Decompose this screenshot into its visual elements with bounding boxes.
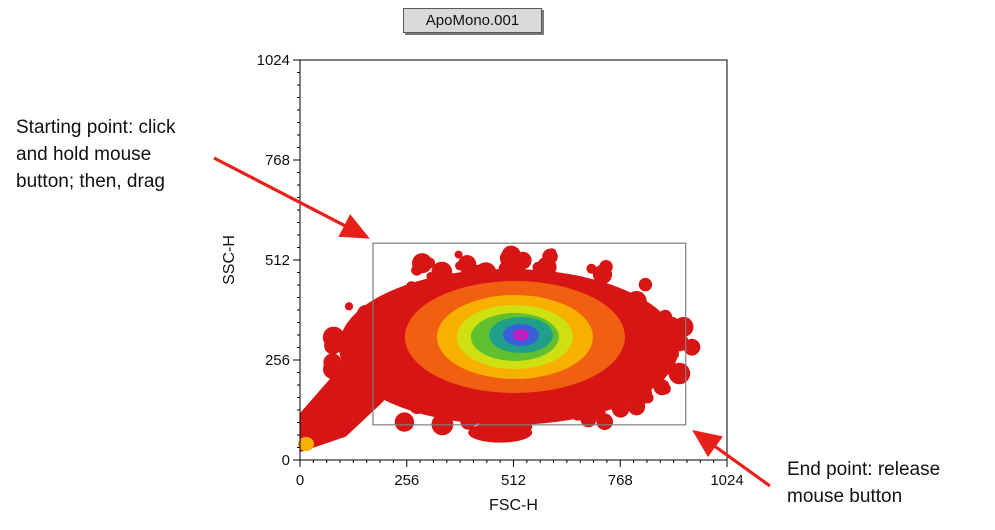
density-speck [457, 255, 477, 274]
density-speck [323, 353, 342, 372]
x-axis-label: FSC-H [489, 497, 538, 514]
y-tick-label: 1024 [257, 52, 290, 69]
density-speck [514, 251, 532, 270]
origin-hotspot [298, 437, 314, 451]
start-arrow [213, 156, 370, 239]
gate-rectangle[interactable] [372, 242, 687, 426]
density-speck [642, 392, 654, 404]
density-level-7 [512, 329, 529, 341]
x-tick-label: 512 [501, 472, 526, 489]
density-speck [547, 248, 557, 258]
density-speck [322, 326, 345, 349]
x-tick-label: 768 [608, 472, 633, 489]
density-speck [638, 277, 653, 292]
density-speck [683, 338, 701, 356]
density-speck [668, 362, 691, 385]
x-tick-label: 0 [296, 472, 304, 489]
density-speck [596, 413, 613, 431]
density-speck [344, 302, 354, 311]
y-tick-label: 512 [265, 252, 290, 269]
y-tick-label: 0 [282, 452, 290, 469]
density-speck [592, 264, 613, 284]
density-speck [412, 253, 433, 274]
density-blob [468, 422, 533, 443]
chart-title: ApoMono.001 [403, 8, 542, 33]
y-axis-label: SSC-H [221, 235, 238, 285]
end-arrow [692, 429, 771, 488]
density-speck [674, 321, 686, 333]
density-speck [394, 412, 415, 432]
y-tick-label: 256 [265, 352, 290, 369]
x-tick-label: 256 [394, 472, 419, 489]
low-scatter-tail [300, 323, 405, 453]
density-speck [659, 383, 671, 395]
density-speck [424, 257, 436, 269]
end-point-callout: End point: release mouse button [787, 459, 941, 507]
start-point-callout: Starting point: click and hold mouse but… [16, 117, 176, 192]
density-plot [298, 245, 701, 453]
axes: 0 256 512 768 1024 0 256 512 768 1024 FSC-H SSC-H [221, 52, 744, 514]
density-speck [454, 250, 463, 259]
y-tick-label: 768 [265, 152, 290, 169]
x-tick-label: 1024 [710, 472, 743, 489]
